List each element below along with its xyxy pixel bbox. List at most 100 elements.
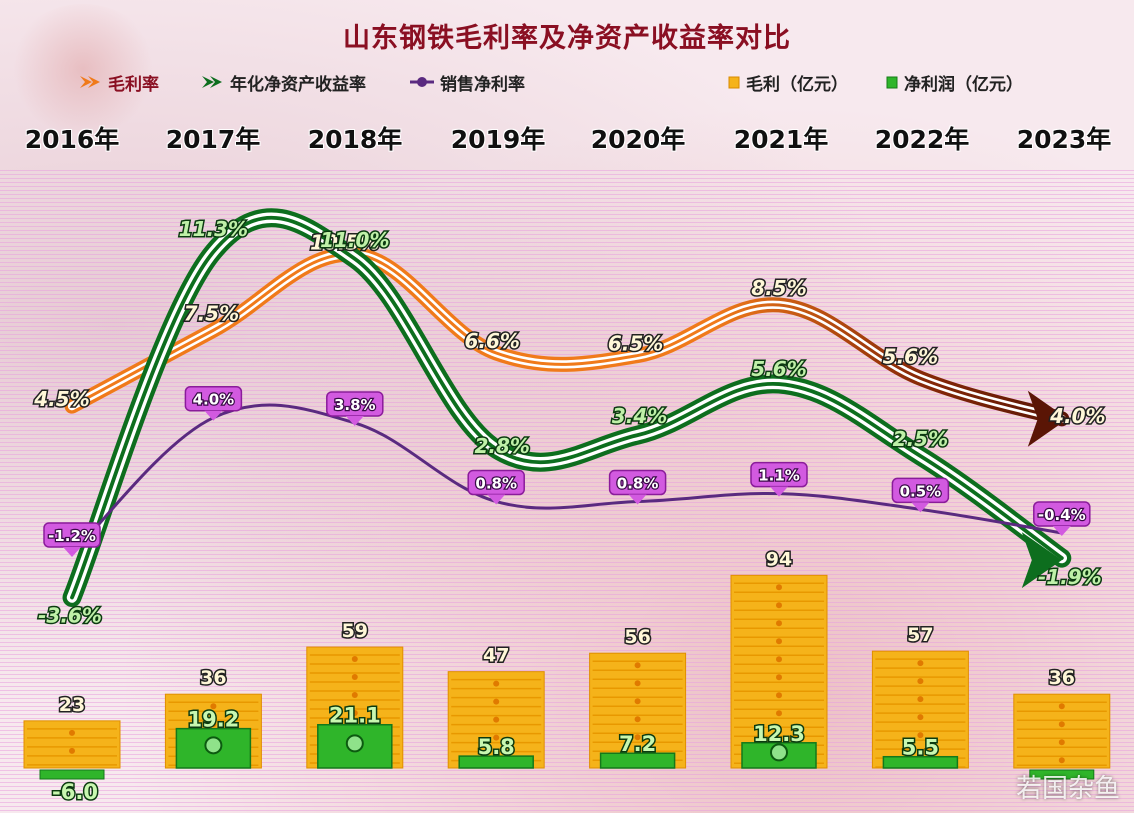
net-margin-label: -1.2% [48,527,96,545]
legend-label: 年化净资产收益率 [230,74,366,95]
coin-dot [917,714,924,721]
gross-margin-label: 5.6% [883,344,938,368]
net-profit-bar [599,752,676,769]
net-profit-label: 19.2 [187,708,239,732]
coin-dot [493,734,500,741]
coin-dot [1058,721,1065,728]
roe-label: 2.8% [474,434,529,458]
coin-dot [776,620,782,627]
coin-dot [634,662,641,669]
roe-label: 11.0% [320,228,389,252]
net-margin-label: 4.0% [193,391,235,409]
net-margin-marker [184,385,243,421]
net-margin-badge-tip [63,546,81,557]
coin-dot [210,721,217,728]
roe-line-core [70,215,1064,600]
net-profit-bar-negative [1029,769,1095,780]
net-profit-label: 7.2 [619,732,656,756]
coin-dot [634,698,641,705]
gross-margin-line-core [70,252,1064,421]
gross-profit-bar [589,652,687,769]
net-margin-marker [467,469,525,505]
coin-dot [1058,703,1065,710]
coin-dot [351,674,358,681]
coin-dot [634,716,641,723]
orange-arrow-icon [80,76,100,88]
coin-dot [776,602,782,609]
gross-margin-label: 6.5% [608,332,663,356]
net-margin-badge-tip [770,486,788,497]
year-label: 2018年 [307,125,403,154]
net-profit-label: 12.3 [753,722,805,746]
legend-gross-margin: 毛利率 [78,70,159,95]
net-margin-label: 0.8% [475,475,517,493]
roe-label: -3.6% [38,604,102,628]
net-profit-bar [882,755,959,769]
net-margin-marker [43,522,101,557]
legend-net-margin: 销售净利率 [408,70,525,95]
coin-dot [776,656,782,663]
gross-profit-label: 23 [59,694,85,716]
gross-margin-label: 6.6% [464,329,519,353]
year-label: 2023年 [1016,125,1112,154]
coin-dot [776,674,782,681]
legend-label: 毛利率 [108,74,159,95]
year-label: 2022年 [874,125,970,154]
roe-arrowhead [1021,532,1062,589]
coin-dot [1058,757,1065,764]
coin-dot [917,660,924,667]
roe-label: 2.5% [893,427,948,451]
legend-roe: 年化净资产收益率 [200,70,366,95]
net-margin-badge-tip [345,415,364,426]
legend-label: 净利润（亿元） [904,74,1023,95]
coin-dot [1058,739,1065,746]
gross-profit-label: 36 [200,667,226,689]
coin-dot [776,710,782,717]
net-profit-bar [458,755,534,769]
coin-dot [351,710,358,717]
green-cash-stack-icon [886,76,898,89]
coin-dot [634,734,641,741]
gross-profit-label: 56 [624,626,650,648]
coin-dot [351,656,358,663]
net-profit-label: 5.5 [902,736,939,760]
net-margin-badge-tip [1052,525,1071,536]
roe-label: -1.9% [1038,565,1102,589]
coin-dot [351,692,358,699]
legend-gross-profit: 毛利（亿元） [726,70,848,95]
net-margin-marker [326,391,384,426]
logo-blob [8,4,158,134]
net-profit-label: 21.1 [329,704,381,728]
net-profit-label: -6.0 [52,780,98,804]
gross-profit-label: 36 [1049,667,1075,689]
legend-label: 销售净利率 [440,74,525,95]
net-margin-label: 3.8% [334,396,376,414]
net-profit-bar-negative [39,769,105,780]
net-margin-badge-tip [628,494,647,505]
chart-title: 山东钢铁毛利率及净资产收益率对比 [343,23,791,54]
cash-emblem [345,734,364,753]
gross-margin-label: 4.5% [33,387,89,411]
net-margin-marker [891,477,950,513]
coin-dot [493,680,500,687]
net-margin-marker [1033,501,1091,536]
year-label: 2021年 [733,125,829,154]
coin-dot [917,678,924,685]
cash-emblem [204,736,223,755]
net-margin-label: 0.5% [900,482,942,500]
coin-dot [69,747,75,754]
coin-dot [917,732,924,739]
coin-dot [776,692,782,699]
watermark: 若国杂鱼 [1015,774,1120,804]
gold-coin-stack-icon [728,76,740,89]
coin-dot [917,750,924,757]
net-margin-marker [608,469,667,505]
gross-margin-label: 10.5% [310,230,379,254]
gross-margin-label: 4.0% [1049,404,1105,428]
coin-dot [776,584,782,591]
roe-label: 11.3% [179,217,248,241]
cash-emblem [770,743,788,762]
net-margin-marker [750,461,808,497]
year-axis: 2016年 2017年 2018年 2019年 2020年 2021年 2022… [0,120,1134,156]
